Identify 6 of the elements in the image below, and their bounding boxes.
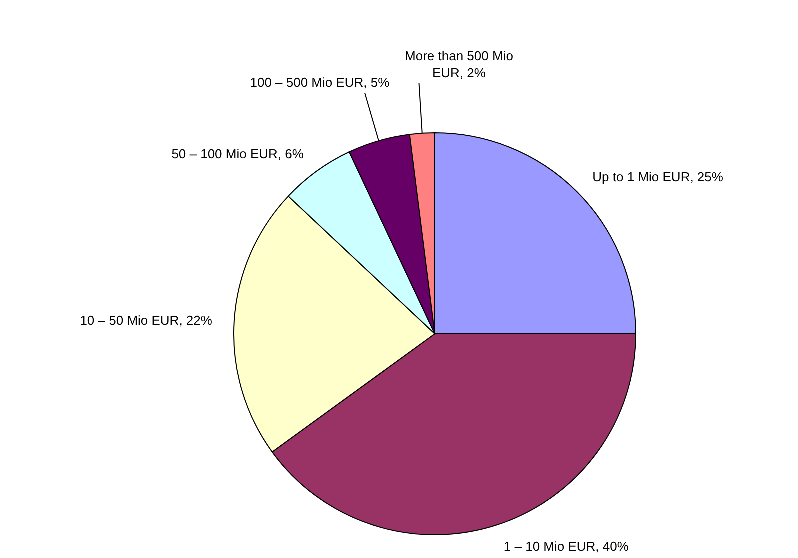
slice-label: 1 – 10 Mio EUR, 40% [504, 539, 630, 554]
slice-label: More than 500 Mio EUR, 2% [405, 48, 514, 80]
slice-label: Up to 1 Mio EUR, 25% [592, 169, 724, 184]
slice-label: 100 – 500 Mio EUR, 5% [250, 74, 390, 90]
slice-label: 50 – 100 Mio EUR, 6% [172, 146, 304, 162]
slice-label: 10 – 50 Mio EUR, 22% [80, 313, 213, 328]
